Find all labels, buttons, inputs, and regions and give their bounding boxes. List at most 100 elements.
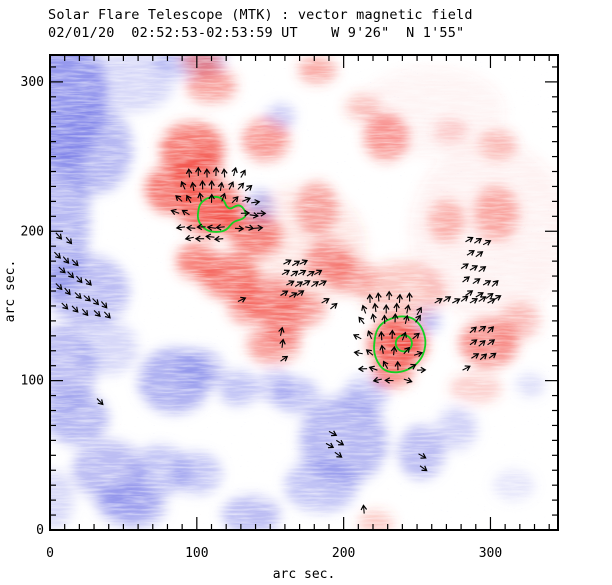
field-vector-arrow	[412, 332, 420, 340]
field-vector-arrow	[281, 269, 291, 276]
field-vector-arrow	[254, 224, 264, 232]
field-vector-arrow	[206, 224, 216, 231]
field-vector-arrow	[244, 184, 253, 192]
field-contour	[373, 315, 427, 374]
field-vector-arrow	[299, 259, 309, 266]
field-vector-arrow	[205, 233, 215, 241]
field-vector-arrow	[242, 196, 252, 203]
field-vector-arrow	[478, 325, 487, 332]
field-vector-arrow	[443, 296, 452, 302]
field-vector-arrow	[84, 278, 92, 286]
field-vector-arrow	[279, 338, 286, 348]
field-vector-arrow	[55, 283, 63, 291]
field-vector-arrow	[189, 181, 197, 192]
field-vector-arrow	[175, 224, 186, 231]
field-vector-arrow	[294, 281, 304, 287]
field-vector-arrow	[237, 296, 247, 303]
field-vector-arrow	[469, 265, 479, 271]
field-vector-arrow	[62, 256, 70, 264]
field-vector-arrow	[231, 196, 239, 204]
field-vector-arrow	[325, 442, 335, 449]
field-vector-arrow	[493, 295, 502, 301]
field-vector-arrow	[249, 212, 259, 219]
field-vector-arrow	[290, 270, 299, 277]
field-vector-arrow	[170, 208, 180, 215]
field-vector-arrow	[353, 349, 363, 357]
field-vector-arrow	[175, 195, 183, 202]
field-vector-arrow	[365, 349, 374, 356]
field-vector-arrow	[404, 304, 411, 314]
field-vector-arrow	[361, 304, 368, 314]
axes-layer	[49, 54, 559, 531]
field-vector-arrow	[469, 298, 479, 304]
field-vector-arrow	[382, 360, 389, 369]
field-vector-arrow	[71, 305, 79, 313]
field-vector-arrow	[479, 353, 488, 361]
plot-subtitle: 02/01/20 02:52:53-02:53:59 UT W 9'26" N …	[48, 25, 465, 41]
field-vector-arrow	[92, 298, 100, 306]
field-vector-arrow	[213, 235, 224, 243]
field-vector-arrow	[74, 292, 82, 300]
field-vector-arrow	[462, 365, 471, 372]
field-vector-arrow	[413, 350, 424, 358]
x-tick-label-100: 100	[185, 546, 208, 561]
y-axis-label: arc sec.	[3, 260, 18, 323]
field-vector-arrow	[460, 295, 469, 302]
field-vector-arrow	[366, 330, 374, 340]
field-vector-arrow	[485, 292, 494, 299]
field-vector-arrow	[370, 313, 377, 323]
field-vector-arrow	[100, 301, 108, 309]
field-vector-arrow	[334, 451, 343, 458]
field-vector-arrow	[460, 263, 469, 270]
plot-frame	[49, 54, 559, 531]
field-vector-arrow	[487, 326, 495, 334]
field-vector-arrow	[469, 339, 478, 346]
plot-title: Solar Flare Telescope (MTK) : vector mag…	[48, 7, 473, 23]
field-vector-arrow	[471, 353, 480, 359]
field-vector-arrow	[283, 259, 292, 266]
field-vector-arrow	[466, 250, 475, 256]
field-vector-arrow	[228, 181, 234, 190]
field-vector-arrow	[372, 376, 382, 384]
field-vector-arrow	[407, 363, 417, 370]
field-vector-arrow	[67, 271, 75, 279]
field-vector-arrow	[280, 355, 289, 362]
x-axis-label: arc sec.	[273, 567, 336, 582]
field-vector-arrow	[61, 302, 69, 310]
field-vector-arrow	[54, 251, 62, 259]
field-vector-arrow	[76, 275, 83, 284]
field-vector-arrow	[390, 345, 398, 356]
field-vector-arrow	[462, 276, 470, 283]
field-vector-arrow	[482, 280, 492, 286]
field-vector-arrow	[297, 269, 307, 276]
field-vector-arrow	[311, 281, 320, 287]
field-vector-arrow	[418, 453, 427, 459]
field-vector-arrow	[237, 182, 245, 190]
field-vector-arrow	[217, 181, 225, 192]
field-vector-arrow	[280, 290, 289, 297]
field-vector-arrow	[96, 398, 104, 406]
field-vector-arrow	[378, 330, 385, 341]
field-vector-arrow	[336, 439, 345, 446]
field-vector-arrow	[197, 192, 204, 202]
field-vector-arrow	[403, 377, 413, 384]
field-vector-arrow	[184, 234, 194, 242]
field-vector-arrow	[487, 339, 496, 346]
field-vector-arrow	[64, 287, 71, 296]
field-vector-arrow	[478, 266, 487, 273]
field-vector-arrow	[55, 232, 63, 240]
field-vector-arrow	[434, 298, 443, 304]
field-vector-arrow	[83, 295, 91, 302]
field-vector-arrow	[93, 310, 101, 317]
field-vector-arrow	[185, 168, 193, 178]
field-vector-arrow	[231, 166, 238, 177]
field-vector-arrow	[220, 192, 227, 202]
field-vector-arrow	[452, 298, 461, 304]
field-vector-arrow	[375, 292, 382, 302]
field-vector-arrow	[289, 292, 298, 298]
field-vector-arrow	[306, 270, 315, 277]
field-vector-arrow	[396, 293, 403, 303]
field-vector-arrow	[181, 209, 190, 216]
field-vector-arrow	[416, 306, 422, 316]
field-vector-arrow	[240, 169, 246, 178]
